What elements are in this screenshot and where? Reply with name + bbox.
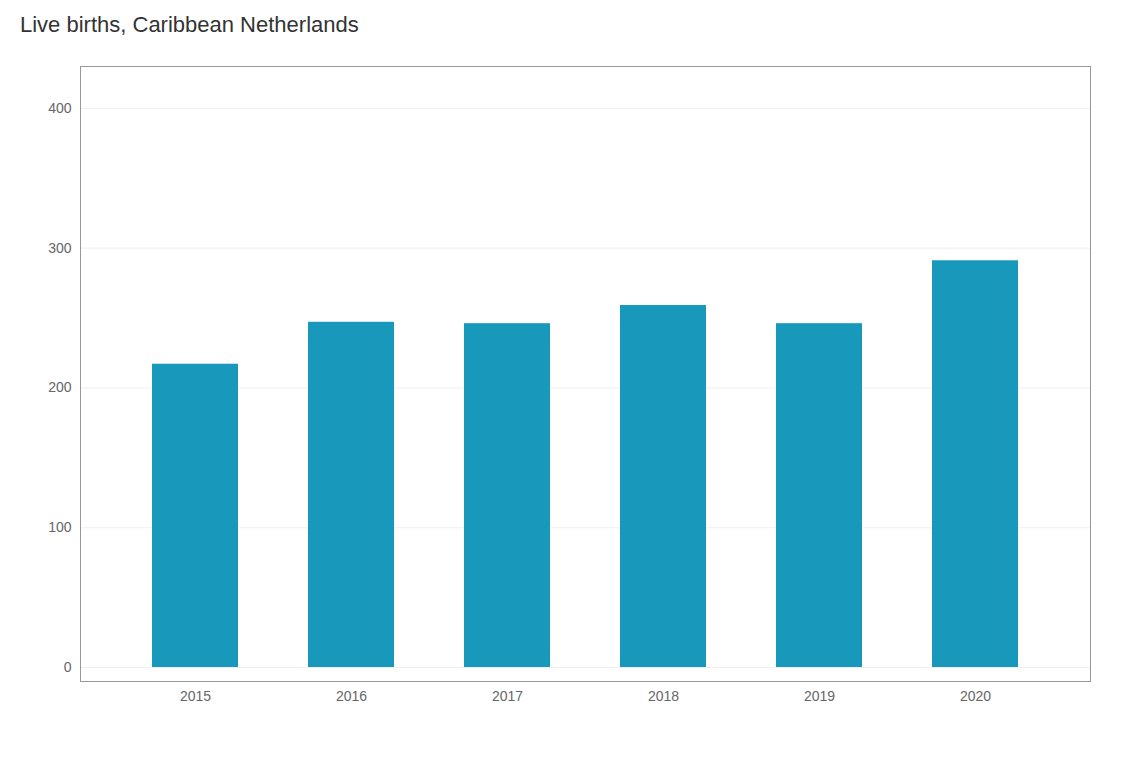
svg-text:300: 300 (48, 240, 72, 256)
svg-text:2015: 2015 (180, 688, 211, 704)
svg-text:2016: 2016 (336, 688, 367, 704)
svg-text:200: 200 (48, 379, 72, 395)
svg-text:2020: 2020 (960, 688, 991, 704)
svg-text:0: 0 (64, 659, 72, 675)
svg-text:400: 400 (48, 100, 72, 116)
html-text:Live births, Caribbean Netherl: Live births, Caribbean Netherlands (20, 12, 359, 37)
svg-text:2018: 2018 (648, 688, 679, 704)
svg-text:100: 100 (48, 519, 72, 535)
svg-text:2017: 2017 (492, 688, 523, 704)
svg-text:2019: 2019 (804, 688, 835, 704)
